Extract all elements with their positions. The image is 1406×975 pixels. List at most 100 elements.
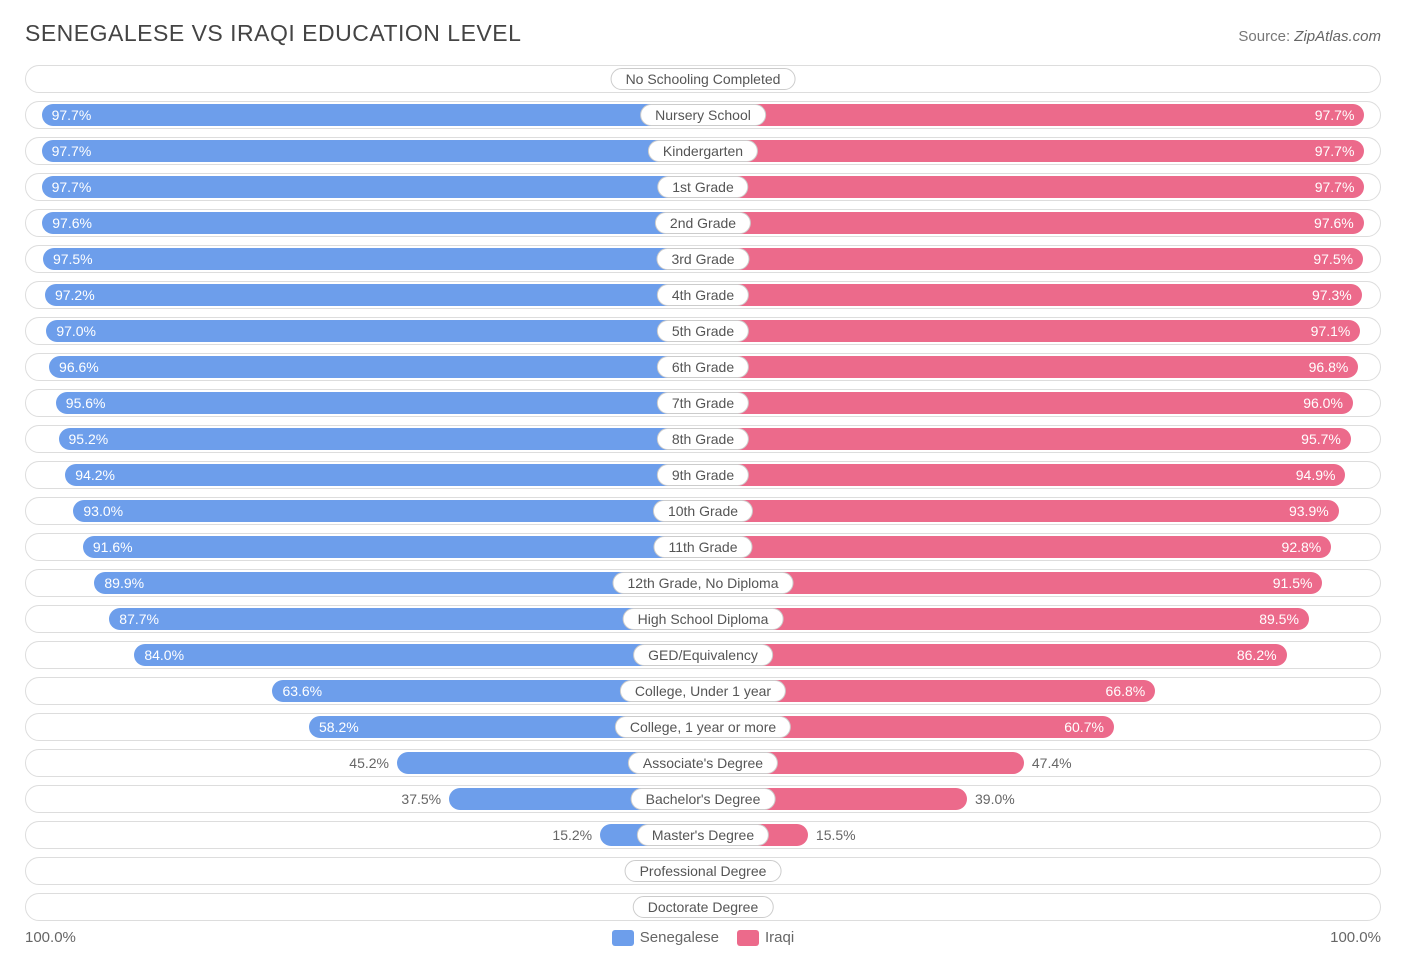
bar-right: 86.2% (703, 644, 1287, 666)
bar-left: 84.0% (134, 644, 703, 666)
bar-left-value: 97.7% (42, 104, 102, 126)
bar-left-value: 45.2% (349, 750, 389, 776)
chart-title: SENEGALESE VS IRAQI EDUCATION LEVEL (25, 20, 521, 47)
bar-left-value: 63.6% (272, 680, 332, 702)
category-label: Nursery School (640, 104, 766, 126)
chart-row: 15.2% 15.5% Master's Degree (25, 821, 1381, 849)
chart-row: 97.2%97.3%4th Grade (25, 281, 1381, 309)
category-label: 1st Grade (657, 176, 748, 198)
bar-left-value: 95.2% (59, 428, 119, 450)
chart-row: 97.6%97.6%2nd Grade (25, 209, 1381, 237)
chart-header: SENEGALESE VS IRAQI EDUCATION LEVEL Sour… (25, 20, 1381, 47)
chart-row: 37.5%39.0%Bachelor's Degree (25, 785, 1381, 813)
bar-left: 91.6% (83, 536, 703, 558)
legend-label-left: Senegalese (640, 929, 719, 946)
category-label: 2nd Grade (655, 212, 751, 234)
bar-left: 95.6% (56, 392, 703, 414)
legend-label-right: Iraqi (765, 929, 794, 946)
category-label: High School Diploma (623, 608, 784, 630)
axis-max-right: 100.0% (1330, 929, 1381, 946)
bar-left-value: 97.2% (45, 284, 105, 306)
chart-row: 2.0%1.8%Doctorate Degree (25, 893, 1381, 921)
bar-left-value: 97.6% (42, 212, 102, 234)
chart-row: 94.2% 94.9% 9th Grade (25, 461, 1381, 489)
chart-row: 97.7%97.7%Nursery School (25, 101, 1381, 129)
bar-right-value: 60.7% (1054, 716, 1114, 738)
bar-right-value: 39.0% (975, 786, 1015, 812)
category-label: 3rd Grade (656, 248, 749, 270)
bar-left-value: 15.2% (552, 822, 592, 848)
chart-footer: 100.0% Senegalese Iraqi 100.0% (25, 929, 1381, 946)
category-label: Bachelor's Degree (631, 788, 776, 810)
category-label: College, Under 1 year (620, 680, 786, 702)
bar-right-value: 47.4% (1032, 750, 1072, 776)
chart-row: 93.0%93.9%10th Grade (25, 497, 1381, 525)
bar-right-value: 92.8% (1272, 536, 1332, 558)
bar-left: 97.7% (42, 140, 703, 162)
bar-left-value: 94.2% (65, 464, 125, 486)
chart-row: 84.0%86.2%GED/Equivalency (25, 641, 1381, 669)
bar-left-value: 97.5% (43, 248, 103, 270)
chart-row: 2.3%2.4%No Schooling Completed (25, 65, 1381, 93)
bar-right: 94.9% (703, 464, 1345, 486)
bar-right-value: 94.9% (1286, 464, 1346, 486)
bar-right: 96.0% (703, 392, 1353, 414)
category-label: 7th Grade (657, 392, 749, 414)
bar-right-value: 96.0% (1293, 392, 1353, 414)
chart-row: 95.2%95.7%8th Grade (25, 425, 1381, 453)
bar-right-value: 89.5% (1249, 608, 1309, 630)
bar-right: 97.7% (703, 176, 1364, 198)
category-label: Master's Degree (637, 824, 769, 846)
chart-row: 45.2% 47.4% Associate's Degree (25, 749, 1381, 777)
bar-right-value: 91.5% (1263, 572, 1323, 594)
category-label: 5th Grade (657, 320, 749, 342)
legend-item-left: Senegalese (612, 929, 719, 946)
bar-right: 96.8% (703, 356, 1358, 378)
category-label: Kindergarten (648, 140, 758, 162)
bar-right: 97.7% (703, 104, 1364, 126)
source-label: Source: (1238, 28, 1290, 45)
bar-right: 89.5% (703, 608, 1309, 630)
category-label: 6th Grade (657, 356, 749, 378)
chart-rows: 2.3%2.4%No Schooling Completed97.7%97.7%… (25, 65, 1381, 921)
bar-right-value: 66.8% (1096, 680, 1156, 702)
bar-left-value: 97.7% (42, 140, 102, 162)
bar-left: 94.2% (65, 464, 703, 486)
bar-right: 95.7% (703, 428, 1351, 450)
bar-left-value: 95.6% (56, 392, 116, 414)
category-label: 12th Grade, No Diploma (613, 572, 794, 594)
chart-row: 87.7% 89.5% High School Diploma (25, 605, 1381, 633)
bar-right-value: 15.5% (816, 822, 856, 848)
bar-left: 97.7% (42, 176, 703, 198)
bar-left: 97.6% (42, 212, 703, 234)
bar-left: 93.0% (73, 500, 703, 522)
bar-right-value: 97.7% (1305, 176, 1365, 198)
bar-left-value: 97.7% (42, 176, 102, 198)
bar-right: 97.5% (703, 248, 1363, 270)
bar-left-value: 93.0% (73, 500, 133, 522)
category-label: 9th Grade (657, 464, 749, 486)
bar-left: 96.6% (49, 356, 703, 378)
source-value: ZipAtlas.com (1294, 28, 1381, 45)
bar-right-value: 97.1% (1301, 320, 1361, 342)
category-label: Associate's Degree (628, 752, 778, 774)
bar-right-value: 97.7% (1305, 140, 1365, 162)
bar-right-value: 95.7% (1291, 428, 1351, 450)
bar-left-value: 87.7% (109, 608, 169, 630)
chart-row: 97.0% 97.1% 5th Grade (25, 317, 1381, 345)
bar-left-value: 89.9% (94, 572, 154, 594)
chart-row: 63.6% 66.8% College, Under 1 year (25, 677, 1381, 705)
bar-right-value: 97.3% (1302, 284, 1362, 306)
chart-row: 97.5%97.5%3rd Grade (25, 245, 1381, 273)
chart-row: 89.9% 91.5% 12th Grade, No Diploma (25, 569, 1381, 597)
chart-row: 97.7% 97.7% Kindergarten (25, 137, 1381, 165)
bar-left-value: 97.0% (46, 320, 106, 342)
bar-right: 97.1% (703, 320, 1360, 342)
bar-left: 97.7% (42, 104, 703, 126)
chart-row: 91.6%92.8%11th Grade (25, 533, 1381, 561)
bar-left: 87.7% (109, 608, 703, 630)
bar-left: 97.5% (43, 248, 703, 270)
bar-left-value: 58.2% (309, 716, 369, 738)
chart-source: Source: ZipAtlas.com (1238, 28, 1381, 45)
legend-swatch-left (612, 930, 634, 946)
